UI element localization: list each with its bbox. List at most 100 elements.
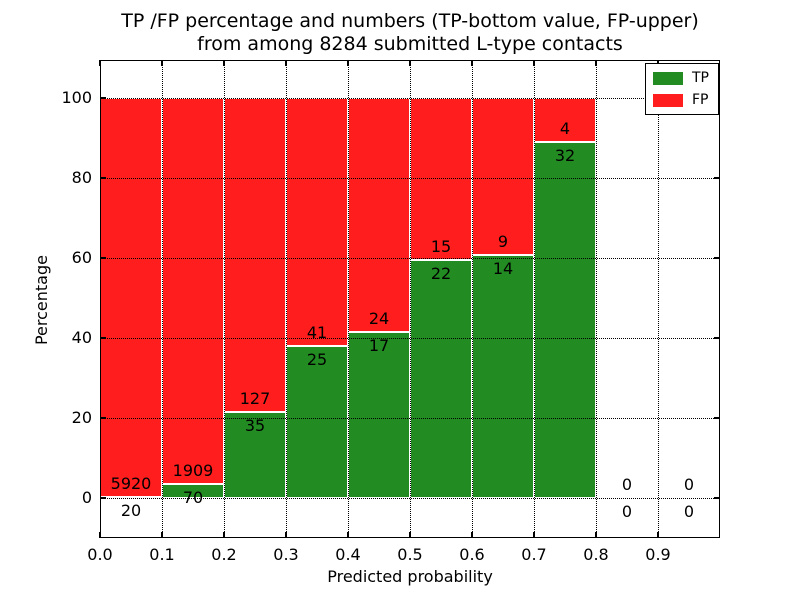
x-tickmark-top [471, 60, 473, 66]
bar-segment-fp [286, 98, 348, 347]
x-tickmark-bottom [409, 532, 411, 538]
bar-segment-tp [348, 332, 410, 498]
bar-segment-tp [410, 260, 472, 498]
x-tick-label: 0.5 [397, 545, 423, 564]
fp-count-label: 4 [559, 119, 571, 139]
y-tick-label: 60 [71, 248, 92, 267]
tp-count-label: 35 [244, 415, 266, 435]
plot-area: 5920 20 1909 70 127 35 41 25 24 17 15 22 9 14 4 32 0 0 0 0 [99, 60, 720, 538]
x-tick-label: 0.4 [335, 545, 361, 564]
y-tick-label: 100 [61, 88, 92, 107]
x-gridline [595, 60, 597, 538]
x-tickmark-bottom [533, 532, 535, 538]
x-gridline [533, 60, 535, 538]
x-tickmark-top [347, 60, 349, 66]
x-tick-label: 0.8 [583, 545, 609, 564]
fp-count-label: 1909 [172, 460, 214, 480]
y-axis-label: Percentage [32, 255, 51, 346]
x-tickmark-bottom [471, 532, 473, 538]
fp-count-label: 5920 [110, 473, 152, 493]
y-tickmark-right [714, 417, 720, 419]
y-tickmark-left [100, 417, 106, 419]
x-tickmark-top [409, 60, 411, 66]
tp-count-label: 0 [683, 502, 695, 521]
fp-count-label: 0 [621, 475, 633, 494]
x-tickmark-top [223, 60, 225, 66]
y-tick-label: 20 [71, 408, 92, 427]
x-tickmark-bottom [347, 532, 349, 538]
legend-label: TP [692, 70, 709, 86]
y-tickmark-right [714, 257, 720, 259]
y-tick-label: 40 [71, 328, 92, 347]
bar-segment-fp [100, 98, 162, 497]
x-tick-label: 0.9 [645, 545, 671, 564]
chart-title-line1: TP /FP percentage and numbers (TP-bottom… [121, 10, 699, 32]
x-tick-label: 0.0 [87, 545, 113, 564]
x-gridline [657, 60, 659, 538]
tp-count-label: 0 [621, 502, 633, 521]
bar-segment-tp [224, 411, 286, 498]
x-tick-label: 0.6 [459, 545, 485, 564]
tp-count-label: 14 [492, 258, 514, 278]
y-tickmark-right [714, 497, 720, 499]
bar-segment-tp [534, 142, 596, 498]
x-gridline [223, 60, 225, 538]
y-tickmark-right [714, 177, 720, 179]
fp-count-label: 24 [368, 309, 390, 329]
x-tickmark-top [99, 60, 101, 66]
fp-count-label: 9 [497, 231, 509, 251]
legend-label: FP [692, 92, 709, 108]
x-tickmark-bottom [161, 532, 163, 538]
bar-segment-fp [162, 98, 224, 484]
fp-count-label: 0 [683, 475, 695, 494]
y-tickmark-left [100, 257, 106, 259]
tp-count-label: 25 [306, 350, 328, 370]
tp-count-label: 32 [554, 146, 576, 166]
tp-count-label: 20 [120, 500, 142, 520]
x-gridline [161, 60, 163, 538]
legend-entry: TP [653, 70, 709, 86]
y-tickmark-left [100, 337, 106, 339]
x-tick-label: 0.2 [211, 545, 237, 564]
x-tickmark-bottom [285, 532, 287, 538]
fp-count-label: 15 [430, 237, 452, 257]
x-tick-label: 0.7 [521, 545, 547, 564]
x-tickmark-top [533, 60, 535, 66]
bar-segment-fp [534, 98, 596, 143]
bar-segment-fp [348, 98, 410, 333]
bar-segment-fp [224, 98, 286, 412]
x-axis-label: Predicted probability [327, 567, 493, 586]
tp-count-label: 70 [182, 487, 204, 507]
x-tickmark-bottom [657, 532, 659, 538]
y-tickmark-right [714, 337, 720, 339]
y-tick-label: 80 [71, 168, 92, 187]
x-tickmark-top [161, 60, 163, 66]
x-gridline [471, 60, 473, 538]
x-tickmark-top [595, 60, 597, 66]
legend-entry: FP [653, 92, 709, 108]
bar-segment-tp [472, 254, 534, 498]
tp-count-label: 17 [368, 336, 390, 356]
y-tickmark-left [100, 497, 106, 499]
x-tick-label: 0.3 [273, 545, 299, 564]
x-tickmark-bottom [99, 532, 101, 538]
y-tickmark-left [100, 177, 106, 179]
legend-swatch-tp [653, 71, 683, 85]
y-tick-label: 0 [81, 488, 92, 507]
chart-title-line2: from among 8284 submitted L-type contact… [197, 33, 623, 55]
x-gridline [347, 60, 349, 538]
legend: TP FP [645, 63, 719, 115]
y-tickmark-left [100, 97, 106, 99]
x-tickmark-bottom [595, 532, 597, 538]
x-tickmark-top [285, 60, 287, 66]
legend-swatch-fp [653, 93, 683, 107]
tp-count-label: 22 [430, 264, 452, 284]
x-gridline [409, 60, 411, 538]
bar-segment-fp [410, 98, 472, 261]
x-gridline [285, 60, 287, 538]
x-tickmark-bottom [223, 532, 225, 538]
fp-count-label: 41 [306, 323, 328, 343]
x-tick-label: 0.1 [149, 545, 175, 564]
fp-count-label: 127 [239, 388, 271, 408]
